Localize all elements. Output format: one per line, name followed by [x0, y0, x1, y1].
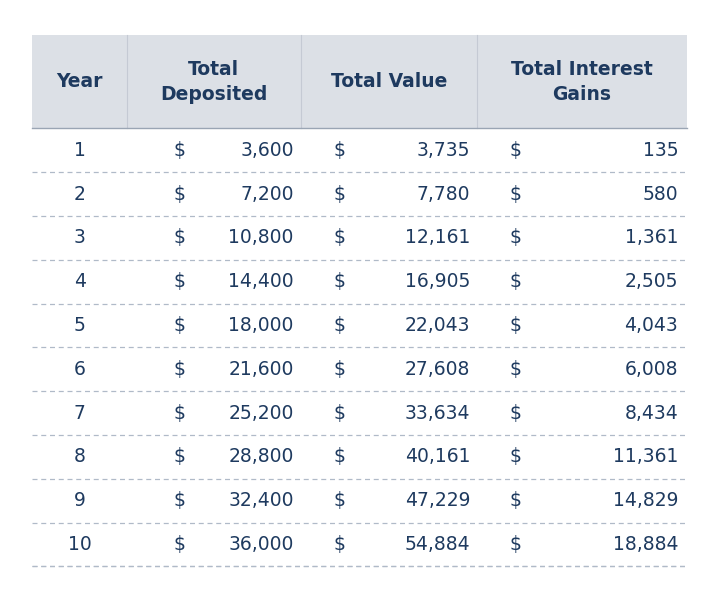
- Text: $: $: [334, 141, 345, 160]
- Text: $: $: [173, 141, 186, 160]
- Text: $: $: [509, 272, 521, 291]
- Text: $: $: [173, 185, 186, 204]
- FancyBboxPatch shape: [32, 435, 687, 478]
- Text: $: $: [334, 228, 345, 247]
- Text: 135: 135: [643, 141, 678, 160]
- Text: 580: 580: [643, 185, 678, 204]
- Text: $: $: [173, 272, 186, 291]
- Text: 9: 9: [74, 491, 86, 510]
- Text: Total
Deposited: Total Deposited: [160, 60, 267, 104]
- Text: 6: 6: [74, 360, 86, 379]
- Text: 5: 5: [74, 316, 86, 335]
- Text: $: $: [509, 316, 521, 335]
- Text: 4: 4: [74, 272, 86, 291]
- Text: $: $: [509, 404, 521, 422]
- Text: 22,043: 22,043: [405, 316, 470, 335]
- Text: $: $: [334, 316, 345, 335]
- Text: $: $: [509, 535, 521, 554]
- Text: 3: 3: [74, 228, 86, 247]
- Text: $: $: [509, 360, 521, 379]
- Text: 7,200: 7,200: [240, 185, 293, 204]
- Text: 11,361: 11,361: [613, 447, 678, 466]
- Text: $: $: [173, 404, 186, 422]
- Text: 40,161: 40,161: [405, 447, 470, 466]
- Text: 1: 1: [74, 141, 86, 160]
- Text: $: $: [509, 228, 521, 247]
- Text: 6,008: 6,008: [625, 360, 678, 379]
- Text: $: $: [509, 491, 521, 510]
- Text: $: $: [334, 185, 345, 204]
- Text: $: $: [334, 404, 345, 422]
- FancyBboxPatch shape: [32, 391, 687, 435]
- FancyBboxPatch shape: [32, 216, 687, 260]
- Text: 33,634: 33,634: [405, 404, 470, 422]
- Text: $: $: [334, 491, 345, 510]
- Text: 27,608: 27,608: [405, 360, 470, 379]
- Text: 21,600: 21,600: [229, 360, 293, 379]
- Text: $: $: [509, 141, 521, 160]
- FancyBboxPatch shape: [32, 260, 687, 303]
- Text: 36,000: 36,000: [229, 535, 293, 554]
- Text: $: $: [509, 185, 521, 204]
- Text: $: $: [173, 535, 186, 554]
- Text: 3,735: 3,735: [417, 141, 470, 160]
- FancyBboxPatch shape: [32, 523, 687, 566]
- Text: 14,400: 14,400: [228, 272, 293, 291]
- Text: 12,161: 12,161: [405, 228, 470, 247]
- Text: 14,829: 14,829: [613, 491, 678, 510]
- Text: $: $: [334, 272, 345, 291]
- Text: $: $: [509, 447, 521, 466]
- Text: 2: 2: [74, 185, 86, 204]
- Text: 10: 10: [68, 535, 91, 554]
- Text: 7: 7: [74, 404, 86, 422]
- Text: 8,434: 8,434: [625, 404, 678, 422]
- FancyBboxPatch shape: [32, 129, 687, 172]
- Text: 25,200: 25,200: [229, 404, 293, 422]
- Text: 4,043: 4,043: [625, 316, 678, 335]
- Text: 18,884: 18,884: [613, 535, 678, 554]
- Text: $: $: [173, 228, 186, 247]
- Text: 28,800: 28,800: [229, 447, 293, 466]
- Text: $: $: [334, 360, 345, 379]
- Text: 7,780: 7,780: [417, 185, 470, 204]
- Text: 54,884: 54,884: [405, 535, 470, 554]
- Text: $: $: [334, 535, 345, 554]
- Text: 2,505: 2,505: [625, 272, 678, 291]
- Text: 18,000: 18,000: [229, 316, 293, 335]
- FancyBboxPatch shape: [32, 479, 687, 523]
- FancyBboxPatch shape: [32, 348, 687, 391]
- Text: $: $: [173, 491, 186, 510]
- Text: 8: 8: [74, 447, 86, 466]
- Text: 3,600: 3,600: [240, 141, 293, 160]
- FancyBboxPatch shape: [32, 35, 687, 129]
- Text: 32,400: 32,400: [228, 491, 293, 510]
- FancyBboxPatch shape: [32, 303, 687, 348]
- Text: Year: Year: [57, 73, 103, 91]
- Text: $: $: [173, 447, 186, 466]
- Text: Total Value: Total Value: [331, 73, 447, 91]
- Text: 1,361: 1,361: [625, 228, 678, 247]
- Text: 47,229: 47,229: [405, 491, 470, 510]
- FancyBboxPatch shape: [32, 172, 687, 216]
- Text: Total Interest
Gains: Total Interest Gains: [511, 60, 653, 104]
- Text: 10,800: 10,800: [229, 228, 293, 247]
- Text: $: $: [173, 360, 186, 379]
- Text: $: $: [334, 447, 345, 466]
- Text: 16,905: 16,905: [405, 272, 470, 291]
- Text: $: $: [173, 316, 186, 335]
